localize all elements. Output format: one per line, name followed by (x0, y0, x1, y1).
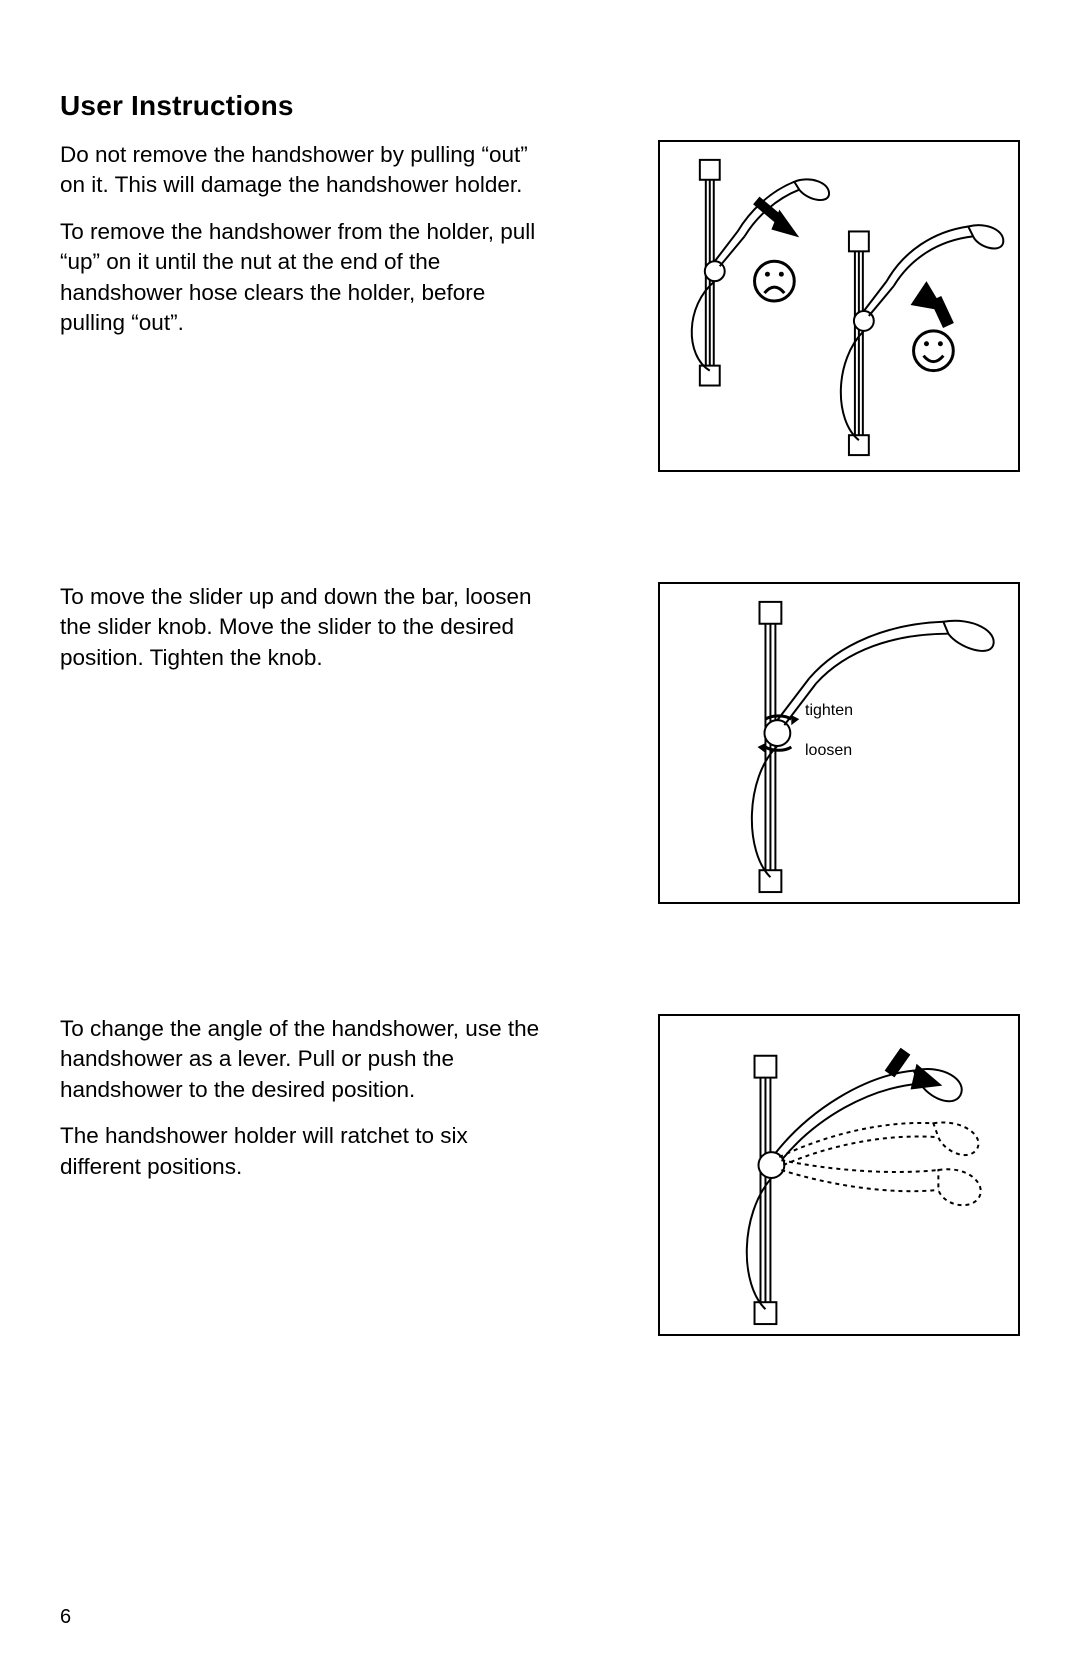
instruction-text-3: To change the angle of the handshower, u… (60, 1014, 550, 1198)
paragraph: To move the slider up and down the bar, … (60, 582, 550, 673)
label-tighten: tighten (805, 702, 853, 720)
instruction-text-2: To move the slider up and down the bar, … (60, 582, 550, 689)
figure-angle-ratchet (658, 1014, 1020, 1336)
paragraph: To remove the handshower from the holder… (60, 217, 550, 339)
label-loosen: loosen (805, 742, 852, 760)
figure-slider-knob: tighten loosen (658, 582, 1020, 904)
instruction-row-3: To change the angle of the handshower, u… (60, 1014, 1020, 1336)
paragraph: The handshower holder will ratchet to si… (60, 1121, 550, 1182)
instruction-row-1: Do not remove the handshower by pulling … (60, 140, 1020, 472)
document-page: User Instructions Do not remove the hand… (0, 0, 1080, 1669)
instruction-text-1: Do not remove the handshower by pulling … (60, 140, 550, 354)
figure-remove-handshower (658, 140, 1020, 472)
paragraph: To change the angle of the handshower, u… (60, 1014, 550, 1105)
page-title: User Instructions (60, 90, 1020, 122)
paragraph: Do not remove the handshower by pulling … (60, 140, 550, 201)
page-number: 6 (60, 1606, 71, 1629)
instruction-row-2: To move the slider up and down the bar, … (60, 582, 1020, 904)
